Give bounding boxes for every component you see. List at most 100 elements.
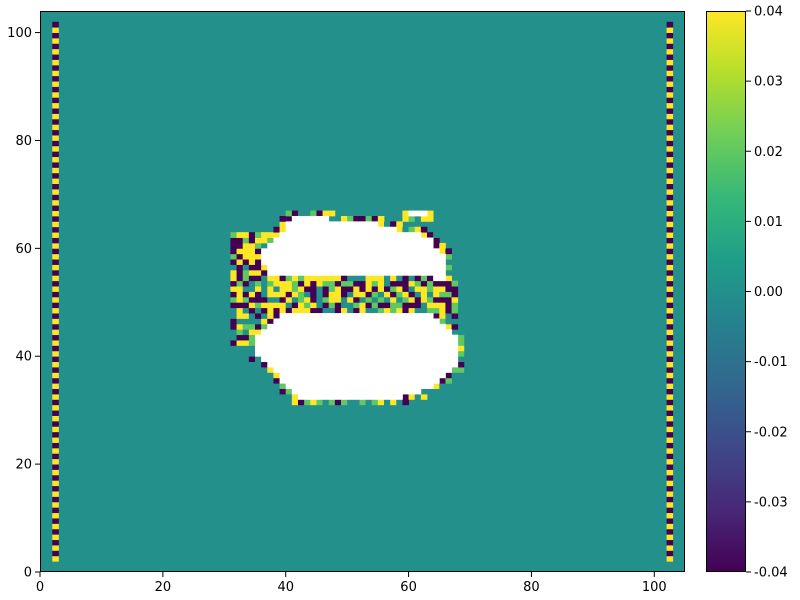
noise-cell	[243, 318, 250, 324]
boundary-cell	[667, 173, 674, 179]
noise-cell	[237, 281, 244, 287]
noise-cell	[255, 297, 262, 303]
noise-cell	[433, 238, 440, 244]
boundary-cell	[52, 475, 59, 481]
lower-blob-row	[280, 313, 434, 319]
noise-cell	[249, 318, 256, 324]
boundary-cell	[52, 308, 59, 314]
boundary-cell	[667, 60, 674, 66]
noise-cell	[261, 367, 268, 373]
noise-cell	[396, 302, 403, 308]
boundary-cell	[667, 292, 674, 298]
noise-cell	[249, 356, 256, 362]
noise-cell	[433, 389, 440, 395]
boundary-cell	[52, 459, 59, 465]
noise-cell	[267, 232, 274, 238]
boundary-cell	[52, 157, 59, 163]
noise-cell	[452, 281, 459, 287]
noise-cell	[255, 324, 262, 330]
noise-cell	[280, 292, 287, 298]
noise-cell	[458, 340, 465, 346]
noise-cell	[273, 297, 280, 303]
boundary-cell	[667, 265, 674, 271]
boundary-cell	[667, 275, 674, 281]
noise-cell	[280, 221, 287, 227]
boundary-cell	[667, 227, 674, 233]
noise-cell	[427, 297, 434, 303]
upper-blob-row	[286, 227, 397, 233]
noise-cell	[445, 372, 452, 378]
noise-cell	[372, 275, 379, 281]
noise-cell	[261, 232, 268, 238]
noise-cell	[230, 275, 237, 281]
noise-cell	[445, 254, 452, 260]
noise-cell	[237, 238, 244, 244]
noise-cell	[359, 275, 366, 281]
noise-cell	[261, 308, 268, 314]
noise-cell	[439, 383, 446, 389]
noise-cell	[347, 216, 354, 222]
noise-cell	[415, 302, 422, 308]
noise-cell	[249, 313, 256, 319]
noise-cell	[230, 232, 237, 238]
noise-cell	[230, 265, 237, 271]
noise-cell	[390, 308, 397, 314]
noise-cell	[384, 286, 391, 292]
noise-cell	[292, 308, 299, 314]
noise-cell	[249, 259, 256, 265]
noise-cell	[359, 281, 366, 287]
noise-cell	[347, 275, 354, 281]
noise-cell	[280, 286, 287, 292]
boundary-cell	[52, 556, 59, 562]
noise-cell	[323, 286, 330, 292]
noise-cell	[445, 281, 452, 287]
boundary-cell	[52, 205, 59, 211]
boundary-cell	[52, 135, 59, 141]
noise-cell	[230, 248, 237, 254]
noise-cell	[304, 308, 311, 314]
noise-cell	[427, 286, 434, 292]
noise-cell	[427, 292, 434, 298]
noise-cell	[237, 243, 244, 249]
noise-cell	[427, 211, 434, 217]
boundary-cell	[667, 453, 674, 459]
noise-cell	[292, 297, 299, 303]
noise-cell	[329, 292, 336, 298]
noise-cell	[353, 297, 360, 303]
noise-cell	[267, 313, 274, 319]
noise-cell	[255, 259, 262, 265]
noise-cell	[402, 399, 409, 405]
noise-cell	[237, 329, 244, 335]
noise-cell	[316, 297, 323, 303]
noise-cell	[439, 313, 446, 319]
boundary-cell	[667, 513, 674, 519]
noise-cell	[384, 292, 391, 298]
boundary-cell	[52, 221, 59, 227]
noise-cell	[390, 292, 397, 298]
boundary-cell	[52, 496, 59, 502]
noise-cell	[310, 399, 317, 405]
boundary-cell	[52, 200, 59, 206]
y-axis: 020406080100	[7, 26, 40, 580]
noise-cell	[243, 292, 250, 298]
noise-cell	[243, 286, 250, 292]
noise-cell	[310, 286, 317, 292]
boundary-cell	[667, 324, 674, 330]
boundary-cell	[667, 27, 674, 33]
noise-cell	[384, 275, 391, 281]
noise-cell	[353, 292, 360, 298]
noise-cell	[445, 308, 452, 314]
colorbar-tick-label: -0.04	[754, 566, 788, 581]
noise-cell	[298, 275, 305, 281]
noise-cell	[421, 281, 428, 287]
noise-cell	[409, 308, 416, 314]
boundary-cell	[667, 70, 674, 76]
x-tick-label: 60	[400, 580, 417, 595]
boundary-cell	[667, 54, 674, 60]
boundary-cell	[52, 292, 59, 298]
boundary-cell	[52, 92, 59, 98]
noise-cell	[366, 275, 373, 281]
noise-cell	[458, 362, 465, 368]
boundary-cell	[52, 313, 59, 319]
upper-blob-row	[261, 248, 440, 254]
